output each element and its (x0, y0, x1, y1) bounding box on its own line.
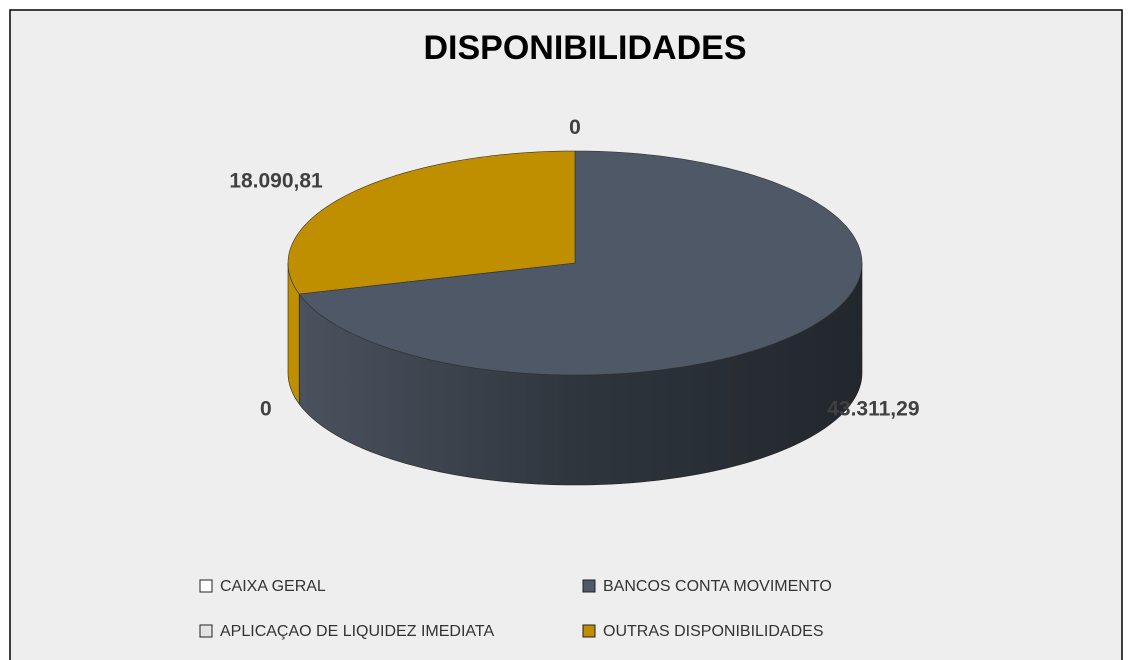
legend-swatch (199, 579, 213, 593)
legend-swatch (199, 624, 213, 638)
legend-swatch (582, 579, 596, 593)
data-label: 0 (569, 116, 581, 139)
data-label: 0 (260, 398, 272, 421)
legend-swatch (582, 624, 596, 638)
legend-label: OUTRAS DISPONIBILIDADES (603, 623, 824, 640)
pie-slice (287, 150, 576, 295)
legend-label: BANCOS CONTA MOVIMENTO (603, 578, 832, 595)
data-label: 18.090,81 (229, 170, 323, 193)
legend-label: APLICAÇAO DE LIQUIDEZ IMEDIATA (220, 623, 494, 640)
data-label: 43.311,29 (827, 397, 919, 420)
pie-slice (298, 150, 863, 376)
chart-title: DISPONIBILIDADES (423, 29, 746, 67)
legend-label: CAIXA GERAL (220, 578, 326, 595)
